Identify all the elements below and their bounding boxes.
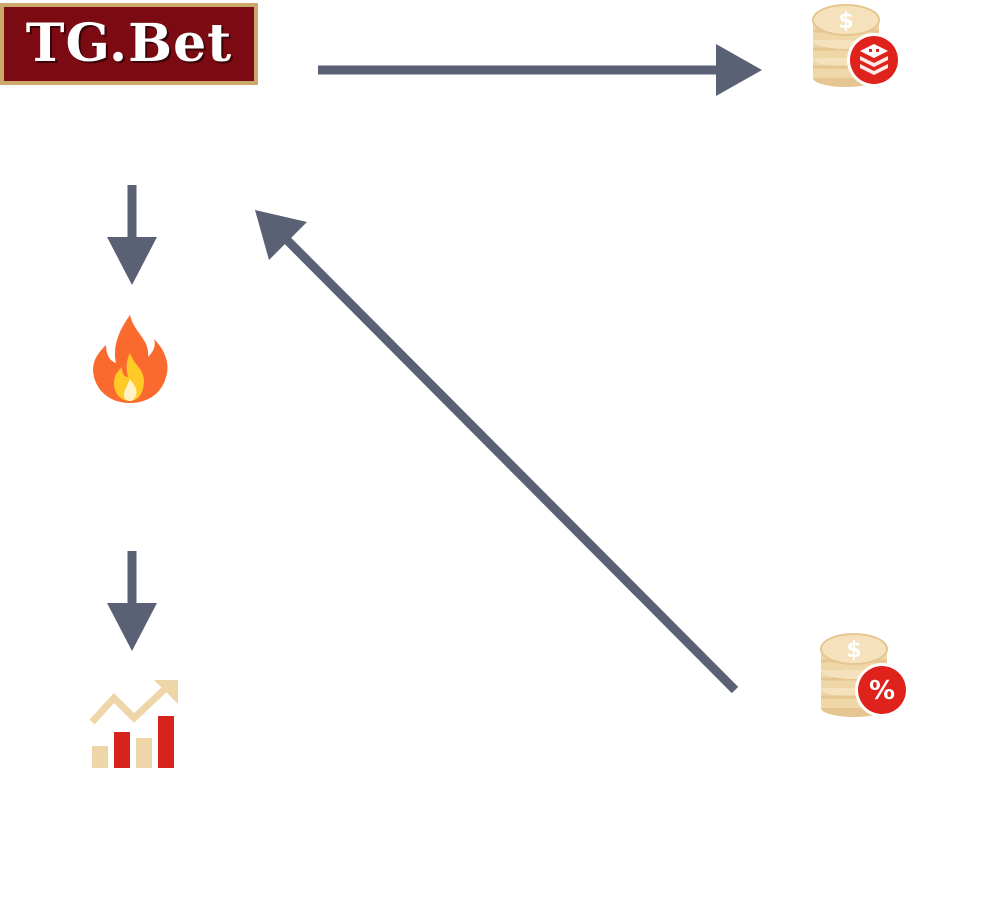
arrow-diagonal [255,210,739,694]
arrow-right [318,44,762,96]
svg-text:$: $ [838,9,853,34]
growth-bar-chart-icon [89,680,178,768]
fire-icon [93,315,168,403]
coins-with-percent-badge-icon: $ % [820,633,909,717]
percent-symbol: % [869,676,895,706]
tgbet-logo: TG.Bet [0,3,258,85]
coins-with-red-badge-icon: $ [812,4,901,87]
svg-text:$: $ [846,638,861,663]
arrow-down-2 [107,551,157,651]
logo-text: TG.Bet [25,13,233,74]
arrow-down-1 [107,185,157,285]
